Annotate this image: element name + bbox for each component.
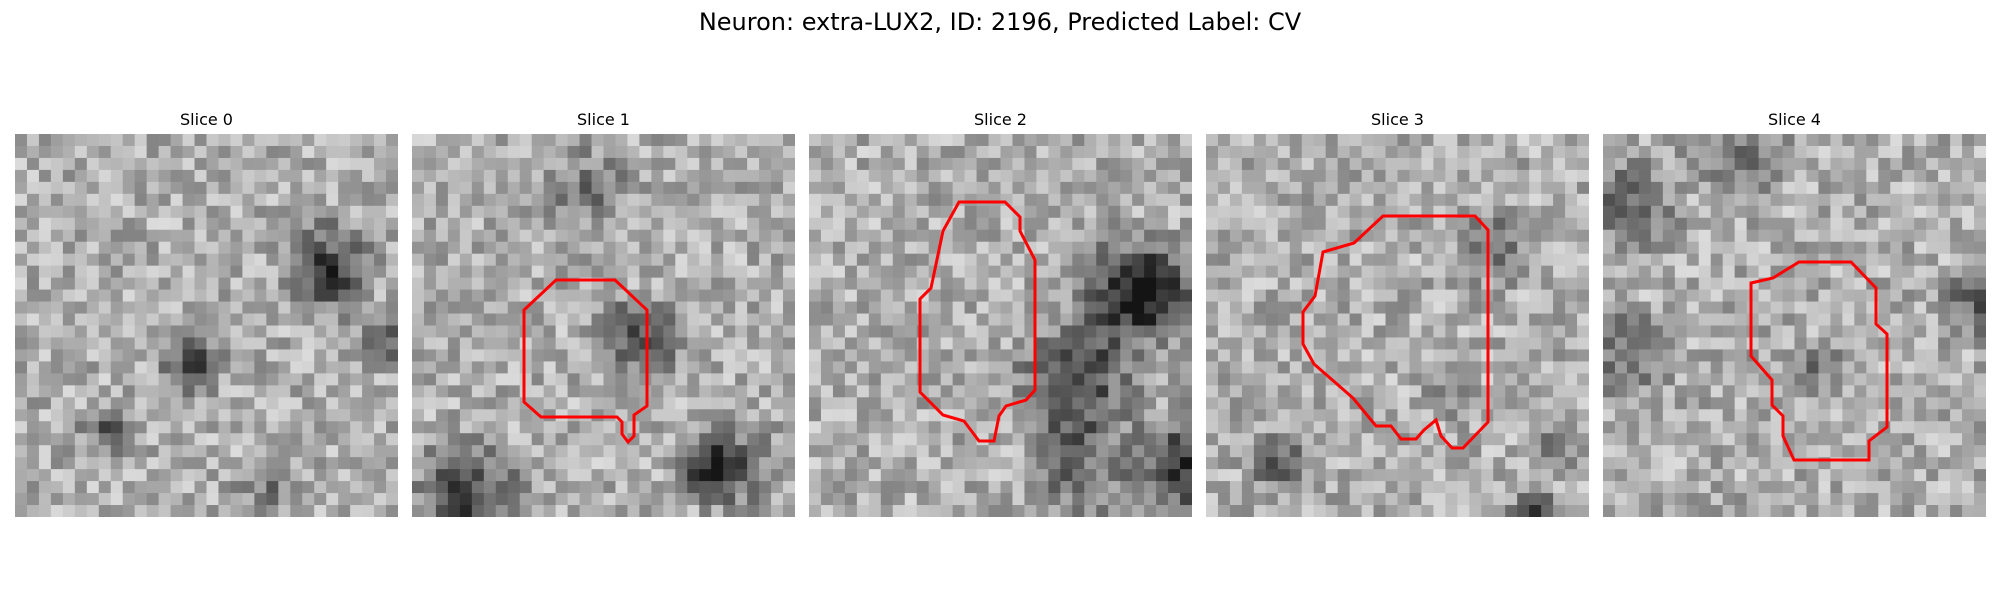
slice-image-2: [809, 134, 1192, 517]
segmentation-contour: [1749, 260, 1889, 462]
slice-panel-4: Slice 4: [1603, 108, 1986, 518]
slice-panel-1: Slice 1: [412, 108, 795, 518]
slice-title: Slice 3: [1371, 110, 1424, 129]
grayscale-micrograph: [1603, 134, 1986, 517]
slice-title: Slice 0: [180, 110, 233, 129]
grayscale-micrograph: [809, 134, 1192, 517]
slice-title: Slice 1: [577, 110, 630, 129]
grayscale-micrograph: [412, 134, 795, 517]
slice-panel-3: Slice 3: [1206, 108, 1589, 518]
slice-image-4: [1603, 134, 1986, 517]
segmentation-contour: [1301, 214, 1490, 450]
slice-image-1: [412, 134, 795, 517]
figure-title: Neuron: extra-LUX2, ID: 2196, Predicted …: [698, 8, 1302, 36]
slice-image-0: [15, 134, 398, 517]
slice-title: Slice 4: [1768, 110, 1821, 129]
slice-panel-2: Slice 2: [809, 108, 1192, 518]
segmentation-contour: [522, 278, 649, 445]
segmentation-contour: [918, 200, 1037, 443]
slice-title: Slice 2: [974, 110, 1027, 129]
grayscale-micrograph: [1206, 134, 1589, 517]
slice-image-3: [1206, 134, 1589, 517]
grayscale-micrograph: [15, 134, 398, 517]
slice-panel-0: Slice 0: [15, 108, 398, 518]
